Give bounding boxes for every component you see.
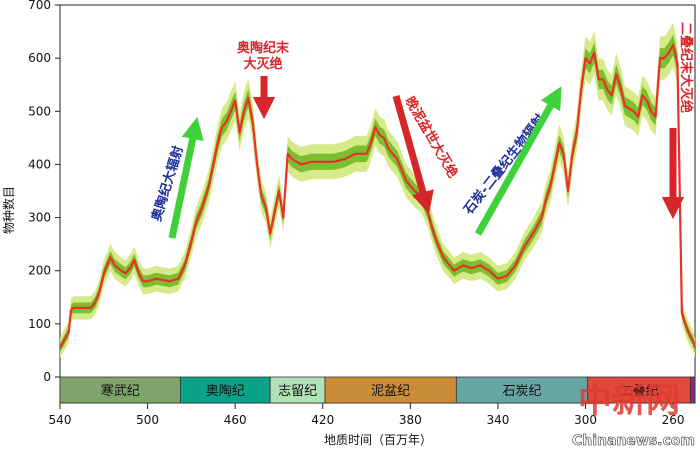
y-tick-label: 300 [28, 211, 51, 225]
period-label: 寒武纪 [101, 383, 140, 399]
extinction-label-ordovician-line2: 大灭绝 [243, 56, 282, 72]
period-label: 泥盆纪 [371, 384, 410, 399]
period-segment [324, 376, 457, 404]
period-label: 二叠纪 [620, 384, 659, 399]
period-segment [59, 376, 181, 404]
y-tick-label: 700 [28, 0, 51, 12]
watermark-cn: 中新网 [578, 381, 680, 421]
y-axis: 0 100 200 300 400 500 600 700 [28, 0, 60, 384]
diversity-line-layer [59, 43, 697, 349]
x-tick-label: 540 [49, 413, 72, 427]
y-axis-title: 物种数目 [1, 186, 16, 234]
y-tick-label: 0 [43, 370, 51, 384]
y-tick-label: 600 [28, 51, 51, 65]
period-segment [587, 376, 692, 404]
period-segment [180, 376, 271, 404]
period-bar: 寒武纪 奥陶纪 志留纪 泥盆纪 石炭纪 二叠纪 [59, 376, 696, 404]
watermark: 中新网 Chinanews.com [572, 381, 696, 449]
y-tick-label: 500 [28, 104, 51, 118]
period-segment [690, 376, 696, 404]
y-tick-label: 200 [28, 264, 51, 278]
x-tick-label: 460 [224, 413, 247, 427]
period-label: 志留纪 [278, 384, 317, 399]
period-label: 奥陶纪 [206, 383, 245, 399]
x-axis: 540 500 460 420 380 340 300 260 [49, 403, 685, 427]
x-tick-label: 380 [399, 413, 422, 427]
x-tick-label: 500 [136, 413, 159, 427]
extinction-label-ordovician-line1: 奥陶纪末 [237, 40, 290, 56]
x-tick-label: 420 [311, 413, 334, 427]
period-label: 石炭纪 [503, 384, 542, 399]
y-tick-label: 100 [28, 317, 51, 331]
period-segment [455, 376, 589, 404]
inner-uncertainty-band [60, 34, 695, 353]
x-tick-label: 340 [486, 413, 509, 427]
species-count-line [59, 43, 697, 349]
uncertainty-bands [60, 22, 695, 358]
radiation-arrow-carboniferous-permian [474, 86, 562, 236]
extinction-arrow-devonian [392, 95, 434, 214]
watermark-en: Chinanews.com [572, 433, 695, 449]
x-tick-label: 300 [574, 413, 597, 427]
radiation-arrow-ordovician [168, 117, 204, 239]
x-axis-title: 地质时间（百万年） [324, 433, 432, 447]
extinction-label-permian: 二叠纪末大灭绝 [678, 22, 694, 113]
x-tick-label: 260 [662, 413, 685, 427]
y-tick-label: 400 [28, 157, 51, 171]
